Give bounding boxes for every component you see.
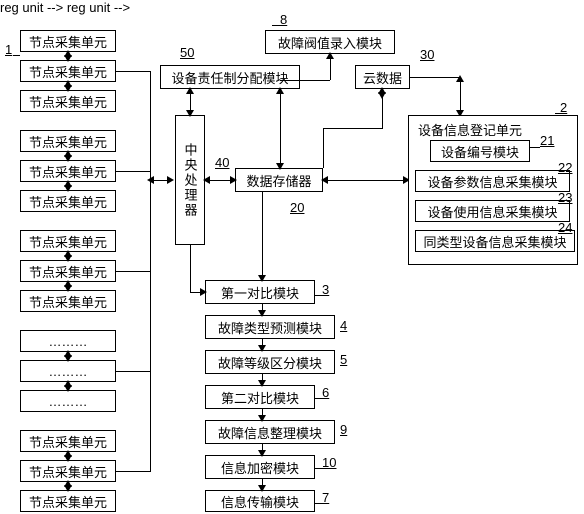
device-param-box: 设备参数信息采集模块 — [415, 170, 570, 192]
callout-50: 50 — [180, 45, 194, 60]
registration-unit-title: 设备信息登记单元 — [418, 120, 522, 139]
callout-9: 9 — [340, 422, 347, 437]
node-unit: 节点采集单元 — [20, 490, 116, 512]
device-id-box: 设备编号模块 — [430, 140, 530, 162]
fault-level-box: 故障等级区分模块 — [205, 350, 335, 374]
callout-23: 23 — [558, 190, 572, 205]
fault-predict-box: 故障类型预测模块 — [205, 315, 335, 339]
node-unit: 节点采集单元 — [20, 230, 116, 252]
cloud-data-box: 云数据 — [355, 65, 410, 89]
device-same-type-box: 同类型设备信息采集模块 — [415, 230, 575, 252]
callout-3: 3 — [322, 282, 329, 297]
node-unit: 节点采集单元 — [20, 60, 116, 82]
callout-10: 10 — [322, 455, 336, 470]
node-unit: 节点采集单元 — [20, 160, 116, 182]
callout-6: 6 — [322, 385, 329, 400]
node-unit: 节点采集单元 — [20, 460, 116, 482]
node-unit: 节点采集单元 — [20, 130, 116, 152]
callout-20: 20 — [290, 200, 304, 215]
compare2-box: 第二对比模块 — [205, 385, 315, 409]
ellipsis-box: ……… — [20, 330, 116, 352]
device-use-box: 设备使用信息采集模块 — [415, 200, 570, 222]
node-unit: 节点采集单元 — [20, 260, 116, 282]
callout-7: 7 — [322, 490, 329, 505]
ellipsis-box: ……… — [20, 390, 116, 412]
callout-22: 22 — [558, 160, 572, 175]
callout-30: 30 — [420, 47, 434, 62]
node-unit: 节点采集单元 — [20, 90, 116, 112]
node-unit: 节点采集单元 — [20, 290, 116, 312]
compare1-box: 第一对比模块 — [205, 280, 315, 304]
callout-21: 21 — [540, 133, 554, 148]
node-unit: 节点采集单元 — [20, 30, 116, 52]
ellipsis-box: ……… — [20, 360, 116, 382]
data-store-box: 数据存储器 — [235, 168, 323, 192]
callout-8: 8 — [280, 12, 287, 27]
callout-4: 4 — [340, 318, 347, 333]
cpu-box: 中央处理器 — [175, 115, 205, 245]
fault-tidy-box: 故障信息整理模块 — [205, 420, 335, 444]
node-unit: 节点采集单元 — [20, 430, 116, 452]
callout-1: 1 — [5, 42, 12, 57]
transmit-box: 信息传输模块 — [205, 490, 315, 512]
encrypt-box: 信息加密模块 — [205, 455, 315, 479]
node-unit: 节点采集单元 — [20, 190, 116, 212]
fault-threshold-box: 故障阀值录入模块 — [265, 30, 395, 54]
responsibility-alloc-box: 设备责任制分配模块 — [160, 65, 300, 89]
callout-40: 40 — [215, 155, 229, 170]
callout-24: 24 — [558, 220, 572, 235]
callout-5: 5 — [340, 352, 347, 367]
